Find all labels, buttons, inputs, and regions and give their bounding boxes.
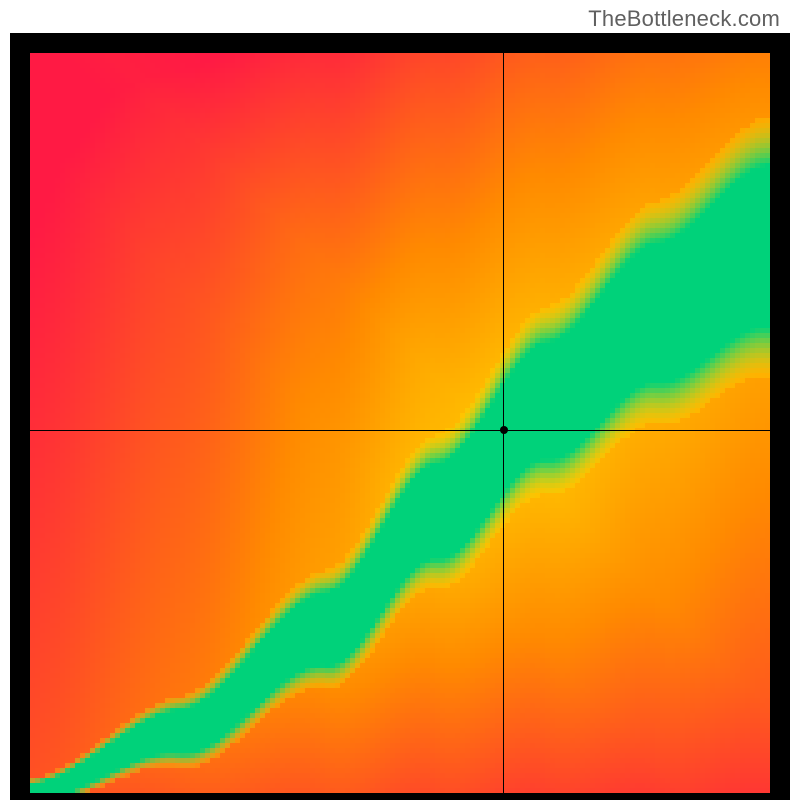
chart-container: TheBottleneck.com [0, 0, 800, 800]
attribution-text: TheBottleneck.com [588, 6, 780, 32]
crosshair-vertical [503, 53, 504, 793]
crosshair-horizontal [30, 430, 770, 431]
data-point-marker [500, 426, 508, 434]
heatmap-canvas [30, 53, 770, 793]
